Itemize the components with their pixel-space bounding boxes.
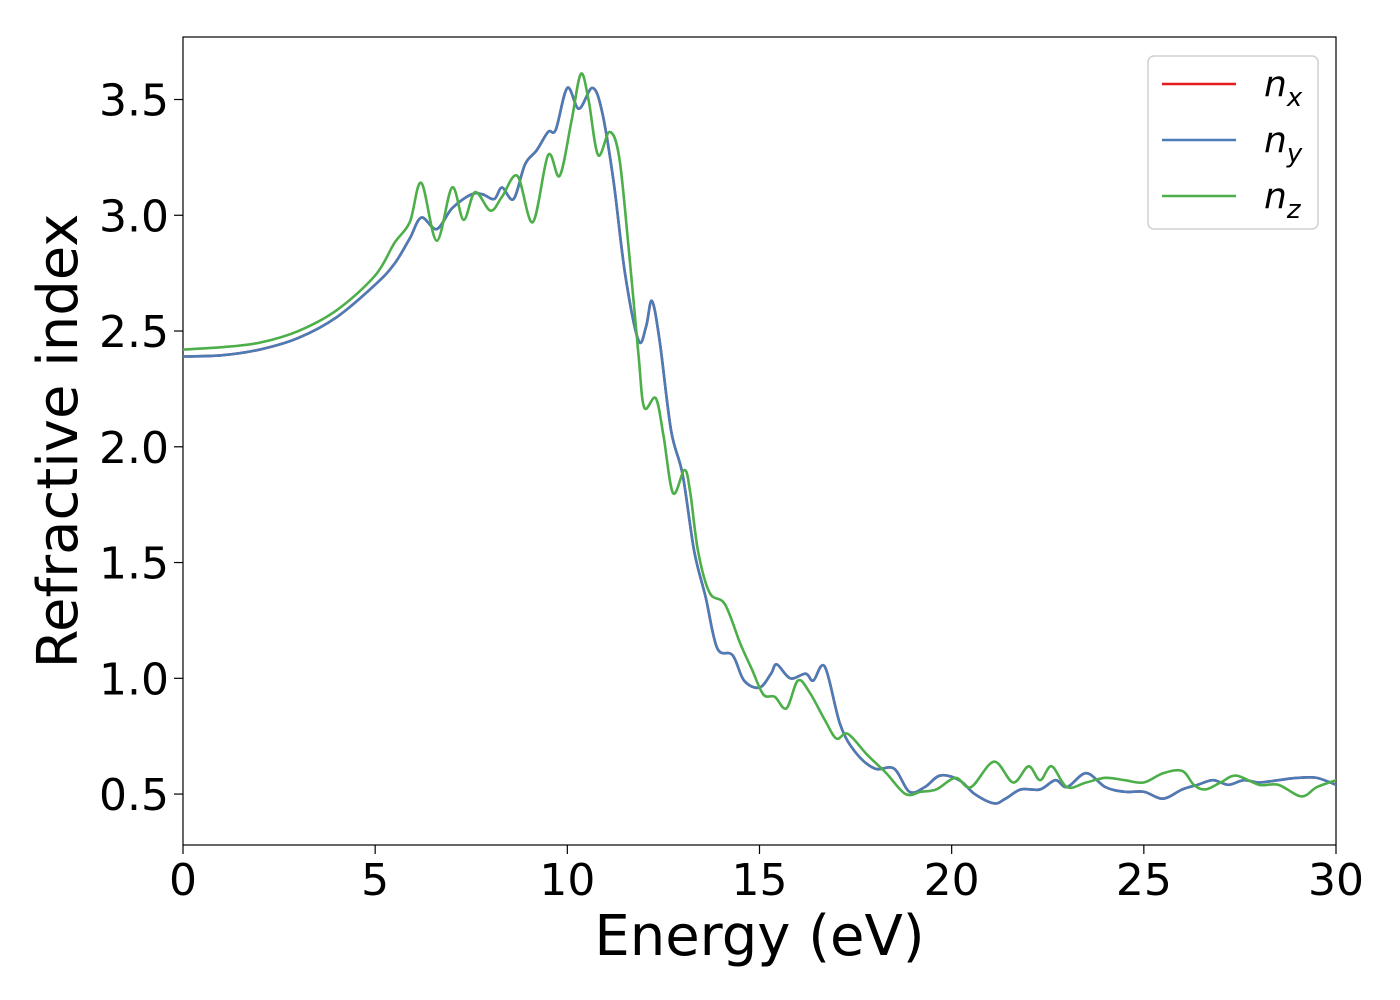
legend: nx ny nz <box>1147 55 1319 230</box>
y-tick-label: 1.0 <box>99 654 169 705</box>
x-tick-label: 25 <box>1116 855 1172 906</box>
y-tick-label: 1.5 <box>99 539 169 590</box>
x-axis-label: Energy (eV) <box>594 904 924 969</box>
y-tick-label: 3.5 <box>99 76 169 127</box>
legend-label-nz: nz <box>1264 176 1302 225</box>
y-axis-ticks: 0.5 1.0 1.5 2.0 2.5 3.0 3.5 <box>99 76 183 821</box>
x-tick-label: 20 <box>924 855 980 906</box>
y-tick-label: 2.5 <box>99 307 169 358</box>
x-tick-label: 5 <box>361 855 389 906</box>
x-tick-label: 30 <box>1308 855 1364 906</box>
x-axis-ticks: 0 5 10 15 20 25 30 <box>169 845 1364 906</box>
y-tick-label: 2.0 <box>99 423 169 474</box>
legend-box <box>1147 55 1319 230</box>
x-tick-label: 15 <box>732 855 788 906</box>
x-tick-label: 10 <box>539 855 595 906</box>
y-tick-label: 0.5 <box>99 770 169 821</box>
y-tick-label: 3.0 <box>99 191 169 242</box>
series-line-ny <box>183 86 1336 805</box>
series-layer <box>183 72 1336 805</box>
legend-label-nx: nx <box>1264 64 1303 113</box>
series-line-nz <box>183 72 1336 798</box>
y-axis-label: Refractive index <box>26 214 91 669</box>
legend-label-ny: ny <box>1264 120 1303 169</box>
x-tick-label: 0 <box>169 855 197 906</box>
